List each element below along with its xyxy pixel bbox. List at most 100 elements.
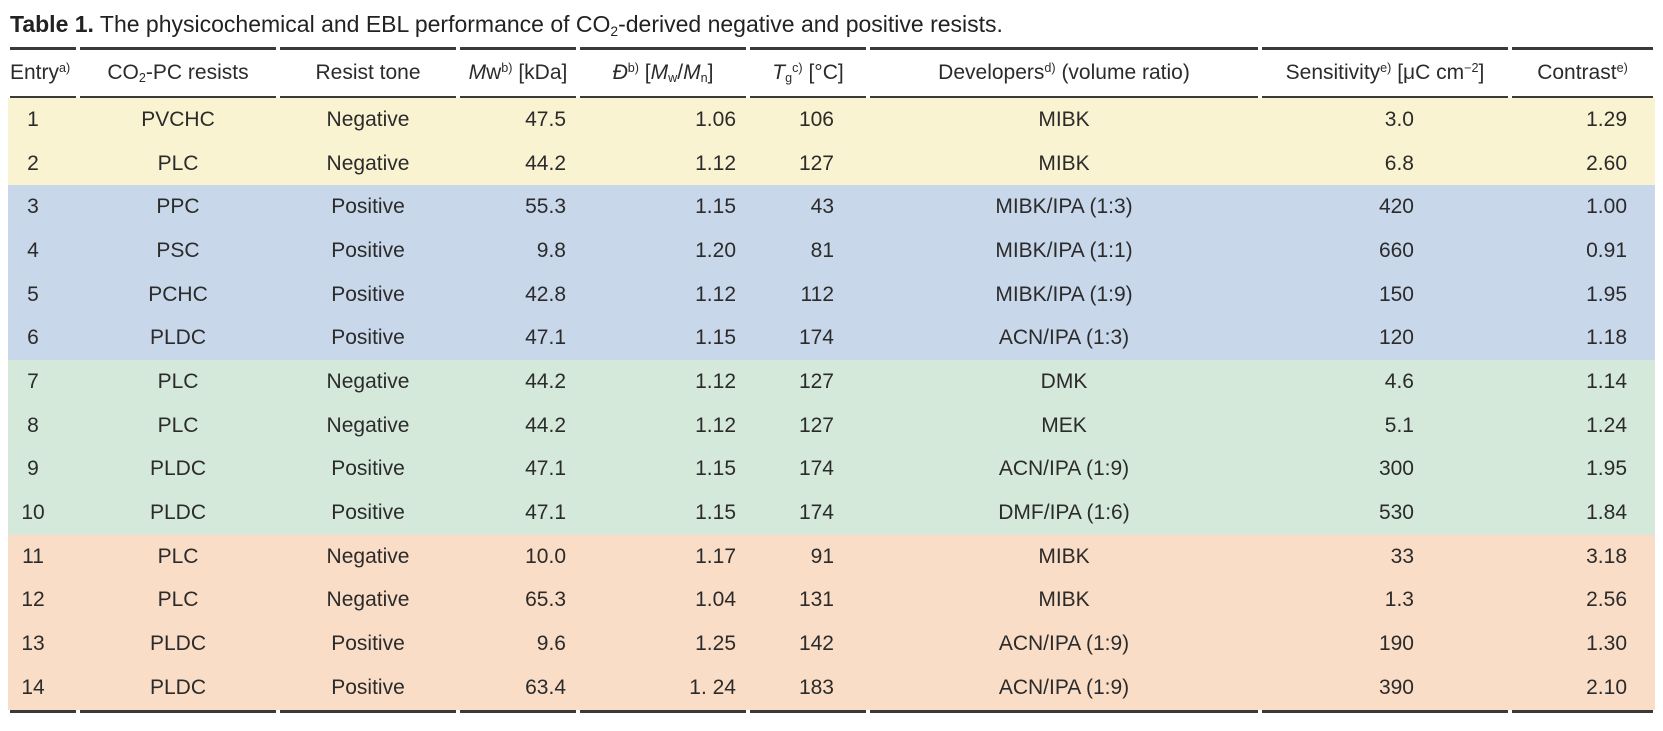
- column-header-resist-tone: Resist tone: [278, 47, 458, 98]
- cell-entry: 13: [21, 632, 45, 656]
- cell-dispersity: 1.15: [695, 501, 736, 525]
- cell-resist-tone: Negative: [326, 413, 410, 437]
- table-row: 2 PLC Negative 44.2 1.12 127 MIBK 6.8 2.…: [8, 141, 1655, 186]
- cell-developer: ACN/IPA (1:9): [868, 666, 1260, 713]
- table-row: 1 PVCHC Negative 47.5 1.06 106 MIBK 3.0 …: [8, 98, 1655, 142]
- paper-table-page: Table 1. The physicochemical and EBL per…: [0, 10, 1663, 713]
- column-header-developers: Developersd) (volume ratio): [868, 47, 1260, 98]
- cell-glass-transition: 127: [798, 413, 834, 437]
- cell-resist-tone: Positive: [331, 632, 405, 656]
- cell-sensitivity: 530: [1378, 501, 1414, 525]
- cell-resist-tone: Positive: [331, 457, 405, 481]
- cell-sensitivity: 190: [1378, 632, 1414, 656]
- cell-resist: PLDC: [149, 457, 207, 481]
- table-row: 6 PLDC Positive 47.1 1.15 174 ACN/IPA (1…: [8, 316, 1655, 361]
- cell-resist: PLC: [157, 151, 199, 175]
- cell-resist-tone: Negative: [326, 107, 410, 131]
- cell-glass-transition: 142: [798, 632, 834, 656]
- cell-entry: 5: [27, 282, 39, 306]
- cell-glass-transition: 174: [798, 501, 834, 525]
- cell-glass-transition: 174: [798, 457, 834, 481]
- cell-sensitivity: 420: [1378, 195, 1414, 219]
- cell-contrast: 2.10: [1510, 666, 1655, 713]
- cell-molecular-weight: 9.8: [536, 238, 566, 262]
- cell-entry: 10: [21, 501, 45, 525]
- cell-developer: MIBK: [1038, 151, 1090, 175]
- cell-glass-transition: 81: [810, 238, 834, 262]
- table-body: 1 PVCHC Negative 47.5 1.06 106 MIBK 3.0 …: [8, 98, 1655, 713]
- cell-developer: MIBK/IPA (1:3): [995, 195, 1133, 219]
- cell-entry: 12: [21, 588, 45, 612]
- cell-glass-transition: 127: [798, 369, 834, 393]
- table-row: 5 PCHC Positive 42.8 1.12 112 MIBK/IPA (…: [8, 272, 1655, 317]
- cell-contrast: 2.56: [1586, 588, 1627, 612]
- cell-developer: DMF/IPA (1:6): [998, 501, 1130, 525]
- cell-glass-transition: 91: [810, 544, 834, 568]
- cell-sensitivity: 4.6: [1384, 369, 1414, 393]
- cell-developer: MIBK/IPA (1:9): [995, 282, 1133, 306]
- cell-sensitivity: 3.0: [1384, 107, 1414, 131]
- column-header-dispersity: Đb) [Mw/Mn]: [578, 47, 748, 98]
- cell-sensitivity: 390: [1260, 666, 1510, 713]
- cell-entry: 8: [27, 413, 39, 437]
- cell-dispersity: 1.12: [695, 369, 736, 393]
- cell-glass-transition: 131: [798, 588, 834, 612]
- cell-sensitivity: 5.1: [1384, 413, 1414, 437]
- cell-molecular-weight: 10.0: [525, 544, 566, 568]
- cell-entry: 9: [27, 457, 39, 481]
- cell-developer: ACN/IPA (1:9): [998, 632, 1130, 656]
- cell-resist-tone: Positive: [331, 238, 405, 262]
- cell-glass-transition: 127: [798, 151, 834, 175]
- cell-molecular-weight: 9.6: [536, 632, 566, 656]
- cell-sensitivity: 660: [1378, 238, 1414, 262]
- cell-dispersity: 1.06: [695, 107, 736, 131]
- cell-contrast: 1.30: [1586, 632, 1627, 656]
- cell-developer: MIBK: [1038, 588, 1090, 612]
- cell-resist-tone: Positive: [278, 666, 458, 713]
- cell-dispersity: 1.17: [695, 544, 736, 568]
- cell-entry: 4: [27, 238, 39, 262]
- cell-dispersity: 1.04: [695, 588, 736, 612]
- cell-developer: MIBK/IPA (1:1): [995, 238, 1133, 262]
- cell-contrast: 1.14: [1586, 369, 1627, 393]
- cell-molecular-weight: 65.3: [525, 588, 566, 612]
- cell-entry: 1: [27, 107, 39, 131]
- cell-glass-transition: 112: [800, 282, 834, 306]
- cell-contrast: 1.95: [1586, 457, 1627, 481]
- table-row: 8 PLC Negative 44.2 1.12 127 MEK 5.1 1.2…: [8, 403, 1655, 448]
- cell-sensitivity: 150: [1378, 282, 1414, 306]
- cell-resist: PLC: [157, 544, 199, 568]
- cell-developer: MEK: [1041, 413, 1087, 437]
- table-row: 11 PLC Negative 10.0 1.17 91 MIBK 33 3.1…: [8, 534, 1655, 579]
- cell-molecular-weight: 42.8: [525, 282, 566, 306]
- cell-resist: PVCHC: [141, 107, 215, 131]
- cell-molecular-weight: 47.1: [525, 457, 566, 481]
- cell-molecular-weight: 55.3: [525, 195, 566, 219]
- column-header-entry: Entrya): [8, 47, 78, 98]
- cell-resist: PLC: [157, 413, 199, 437]
- table-row: 13 PLDC Positive 9.6 1.25 142 ACN/IPA (1…: [8, 622, 1655, 666]
- cell-dispersity: 1.12: [695, 282, 736, 306]
- cell-resist: PLDC: [149, 326, 207, 350]
- cell-resist: PLC: [157, 369, 199, 393]
- cell-resist: PPC: [156, 195, 200, 219]
- cell-entry: 3: [27, 195, 39, 219]
- cell-molecular-weight: 47.5: [525, 107, 566, 131]
- table-row: 14 PLDC Positive 63.4 1. 24 183 ACN/IPA …: [8, 665, 1655, 713]
- cell-molecular-weight: 44.2: [525, 369, 566, 393]
- resists-performance-table: Entrya) CO2-PC resists Resist tone Mwb) …: [8, 47, 1655, 713]
- cell-resist: PLDC: [149, 632, 207, 656]
- table-row: 10 PLDC Positive 47.1 1.15 174 DMF/IPA (…: [8, 491, 1655, 535]
- cell-resist: PSC: [156, 238, 200, 262]
- cell-resist: PLDC: [78, 666, 278, 713]
- table-row: 12 PLC Negative 65.3 1.04 131 MIBK 1.3 2…: [8, 578, 1655, 623]
- column-header-sensitivity: Sensitivitye) [μC cm−2]: [1260, 47, 1510, 98]
- cell-sensitivity: 6.8: [1384, 151, 1414, 175]
- cell-sensitivity: 33: [1390, 544, 1414, 568]
- cell-contrast: 0.91: [1586, 238, 1627, 262]
- cell-molecular-weight: 47.1: [525, 501, 566, 525]
- cell-resist-tone: Positive: [331, 501, 405, 525]
- table-row: 3 PPC Positive 55.3 1.15 43 MIBK/IPA (1:…: [8, 185, 1655, 230]
- cell-contrast: 2.60: [1586, 151, 1627, 175]
- cell-developer: MIBK: [1038, 544, 1090, 568]
